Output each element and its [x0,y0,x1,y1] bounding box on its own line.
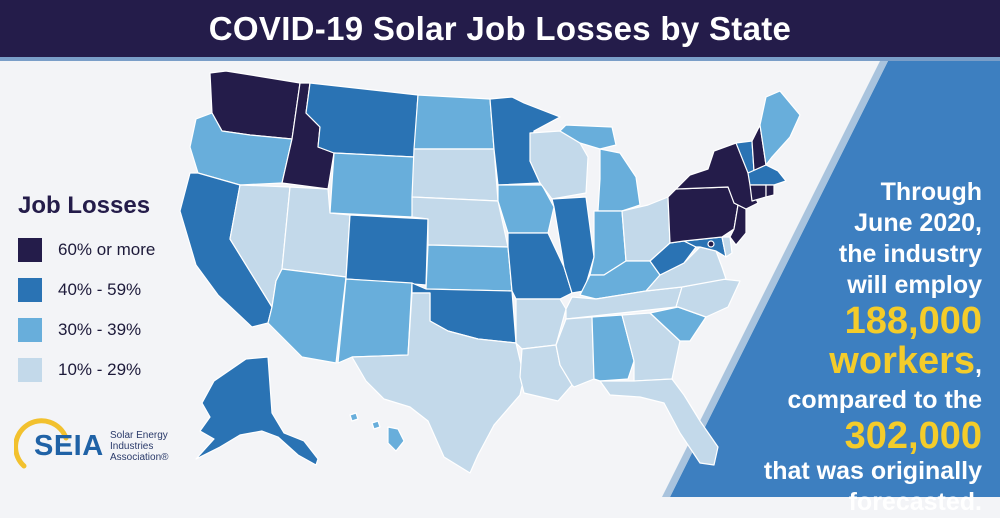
legend-swatch [18,358,42,382]
callout-workers: workers, [722,341,982,385]
legend-label: 40% - 59% [58,280,142,299]
state-dc [707,240,715,248]
state-michigan-lower [597,148,641,212]
state-florida [599,378,719,466]
state-alaska [195,356,319,466]
callout-line: Through [880,178,982,206]
legend-swatch [18,238,42,262]
legend-swatch [18,318,42,342]
seia-subtitle-line: Solar Energy [110,430,168,441]
seia-subtitle: Solar Energy Industries Association® [110,430,169,463]
callout-line: June 2020, [854,209,982,237]
state-delaware [721,236,733,258]
legend-item: 60% or more [18,230,208,270]
legend-item: 30% - 39% [18,310,208,350]
legend-label: 30% - 39% [58,320,142,339]
callout-text: Through June 2020, the industry will emp… [722,177,982,518]
seia-wordmark: SEIA [34,430,104,462]
legend-label: 60% or more [58,240,156,259]
callout-panel: Through June 2020, the industry will emp… [0,61,1000,516]
callout-panel-edge [662,61,888,497]
seia-subtitle-line: Industries [110,441,154,452]
us-map [179,61,1000,497]
seia-subtitle-line: Association® [110,452,169,463]
callout-line: the industry [838,240,982,268]
seia-sun-icon [14,418,69,469]
state-new-jersey [729,202,747,246]
callout-workers-word: workers [829,340,976,382]
legend-item: 40% - 59% [18,270,208,310]
callout-panel-bg [670,61,1000,497]
state-rhode-island [765,184,775,198]
state-maine [759,90,801,166]
callout-line: that was originally [763,457,982,485]
legend-title: Job Losses [18,192,151,219]
state-south-carolina [649,306,707,342]
state-hawaii-2 [371,420,381,430]
state-illinois [551,196,595,294]
callout-line: compared to the [787,386,982,414]
callout-number-forecast: 302,000 [844,415,982,457]
callout-line: will employ [847,271,982,299]
title-bar: COVID-19 Solar Job Losses by State [0,0,1000,57]
callout-number-employ: 188,000 [844,300,982,342]
legend-swatch [18,278,42,302]
callout-line: forecasted. [848,488,982,516]
legend-item: 10% - 29% [18,350,208,390]
state-hawaii-3 [387,426,405,452]
state-texas [351,292,525,474]
legend: Job Losses 60% or more 40% - 59% 30% - 3… [18,192,208,390]
page-title: COVID-19 Solar Job Losses by State [208,9,792,47]
seia-logo: SEIA Solar Energy Industries Association… [14,418,184,476]
state-hawaii [349,412,359,422]
title-rule [0,57,1000,61]
legend-label: 10% - 29% [58,360,142,379]
callout-comma: , [975,351,982,379]
